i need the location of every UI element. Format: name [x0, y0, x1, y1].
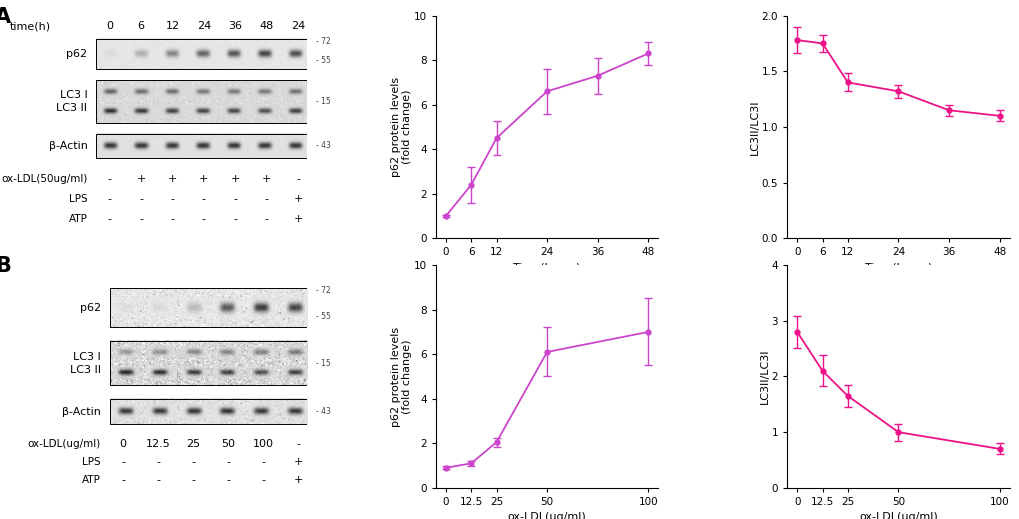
Text: -: - [261, 475, 265, 485]
Text: +: + [293, 457, 303, 467]
Text: +: + [262, 174, 271, 184]
Text: -: - [202, 214, 206, 224]
Bar [96, 80, 311, 122]
Text: 100: 100 [253, 440, 273, 449]
Text: -: - [191, 457, 195, 467]
X-axis label: Time(hours): Time(hours) [864, 263, 931, 273]
Text: +: + [199, 174, 209, 184]
Text: 48: 48 [260, 21, 274, 31]
Bar [96, 133, 311, 158]
Text: LPS: LPS [68, 194, 88, 204]
Text: ox-LDL(ug/ml): ox-LDL(ug/ml) [28, 440, 101, 449]
Text: -: - [191, 475, 195, 485]
Bar [110, 289, 311, 327]
Text: - 55: - 55 [316, 56, 330, 65]
Text: +: + [293, 214, 303, 224]
Text: -: - [139, 194, 143, 204]
Text: -: - [296, 174, 300, 184]
Text: A: A [0, 7, 11, 26]
Text: +: + [293, 194, 303, 204]
Text: -: - [170, 214, 174, 224]
Text: 24: 24 [290, 21, 305, 31]
Text: - 43: - 43 [316, 141, 330, 151]
Text: -: - [121, 457, 125, 467]
Text: +: + [230, 174, 239, 184]
Text: time(h): time(h) [10, 21, 51, 31]
Text: -: - [156, 475, 160, 485]
Y-axis label: p62 protein levels
(fold change): p62 protein levels (fold change) [390, 77, 412, 177]
Text: -: - [296, 440, 300, 449]
Text: -: - [108, 214, 111, 224]
Text: 0: 0 [119, 440, 126, 449]
Text: 0: 0 [106, 21, 113, 31]
Text: B: B [0, 256, 11, 276]
Text: β-Actin: β-Actin [49, 141, 88, 151]
Text: -: - [261, 457, 265, 467]
Text: +: + [293, 475, 303, 485]
Text: ATP: ATP [68, 214, 88, 224]
Text: -: - [226, 475, 230, 485]
Text: -: - [202, 194, 206, 204]
Text: -: - [226, 457, 230, 467]
Bar [96, 39, 311, 69]
Text: -: - [265, 214, 269, 224]
Text: LC3 I
LC3 II: LC3 I LC3 II [69, 352, 101, 375]
X-axis label: ox-LDL(ug/ml): ox-LDL(ug/ml) [858, 512, 936, 519]
Text: ox-LDL(50ug/ml): ox-LDL(50ug/ml) [1, 174, 88, 184]
Text: 36: 36 [228, 21, 243, 31]
Text: -: - [139, 214, 143, 224]
Bar [110, 399, 311, 425]
Text: 24: 24 [197, 21, 211, 31]
Text: 6: 6 [138, 21, 145, 31]
Text: -: - [156, 457, 160, 467]
Text: +: + [168, 174, 177, 184]
Text: p62: p62 [79, 303, 101, 313]
Text: -: - [265, 194, 269, 204]
X-axis label: ox-LDL(ug/ml): ox-LDL(ug/ml) [507, 512, 586, 519]
Text: ATP: ATP [82, 475, 101, 485]
Text: -: - [233, 214, 237, 224]
Text: 50: 50 [221, 440, 235, 449]
Text: -: - [121, 475, 125, 485]
Y-axis label: LC3II/LC3I: LC3II/LC3I [749, 99, 759, 155]
Text: p62: p62 [66, 49, 88, 59]
Text: - 43: - 43 [316, 407, 330, 416]
Text: 12: 12 [165, 21, 179, 31]
Text: +: + [137, 174, 146, 184]
Y-axis label: p62 protein levels
(fold change): p62 protein levels (fold change) [390, 326, 412, 427]
Text: LPS: LPS [83, 457, 101, 467]
X-axis label: Time(hours): Time(hours) [513, 263, 580, 273]
Text: LC3 I
LC3 II: LC3 I LC3 II [56, 90, 88, 113]
Text: - 15: - 15 [316, 97, 330, 106]
Y-axis label: LC3II/LC3I: LC3II/LC3I [759, 349, 769, 404]
Text: - 72: - 72 [316, 37, 330, 46]
Bar [110, 341, 311, 386]
Text: -: - [108, 194, 111, 204]
Text: -: - [108, 174, 111, 184]
Text: -: - [170, 194, 174, 204]
Text: β-Actin: β-Actin [62, 406, 101, 417]
Text: 25: 25 [185, 440, 200, 449]
Text: - 55: - 55 [316, 312, 330, 321]
Text: - 15: - 15 [316, 359, 330, 367]
Text: -: - [233, 194, 237, 204]
Text: - 72: - 72 [316, 286, 330, 295]
Text: 12.5: 12.5 [146, 440, 170, 449]
